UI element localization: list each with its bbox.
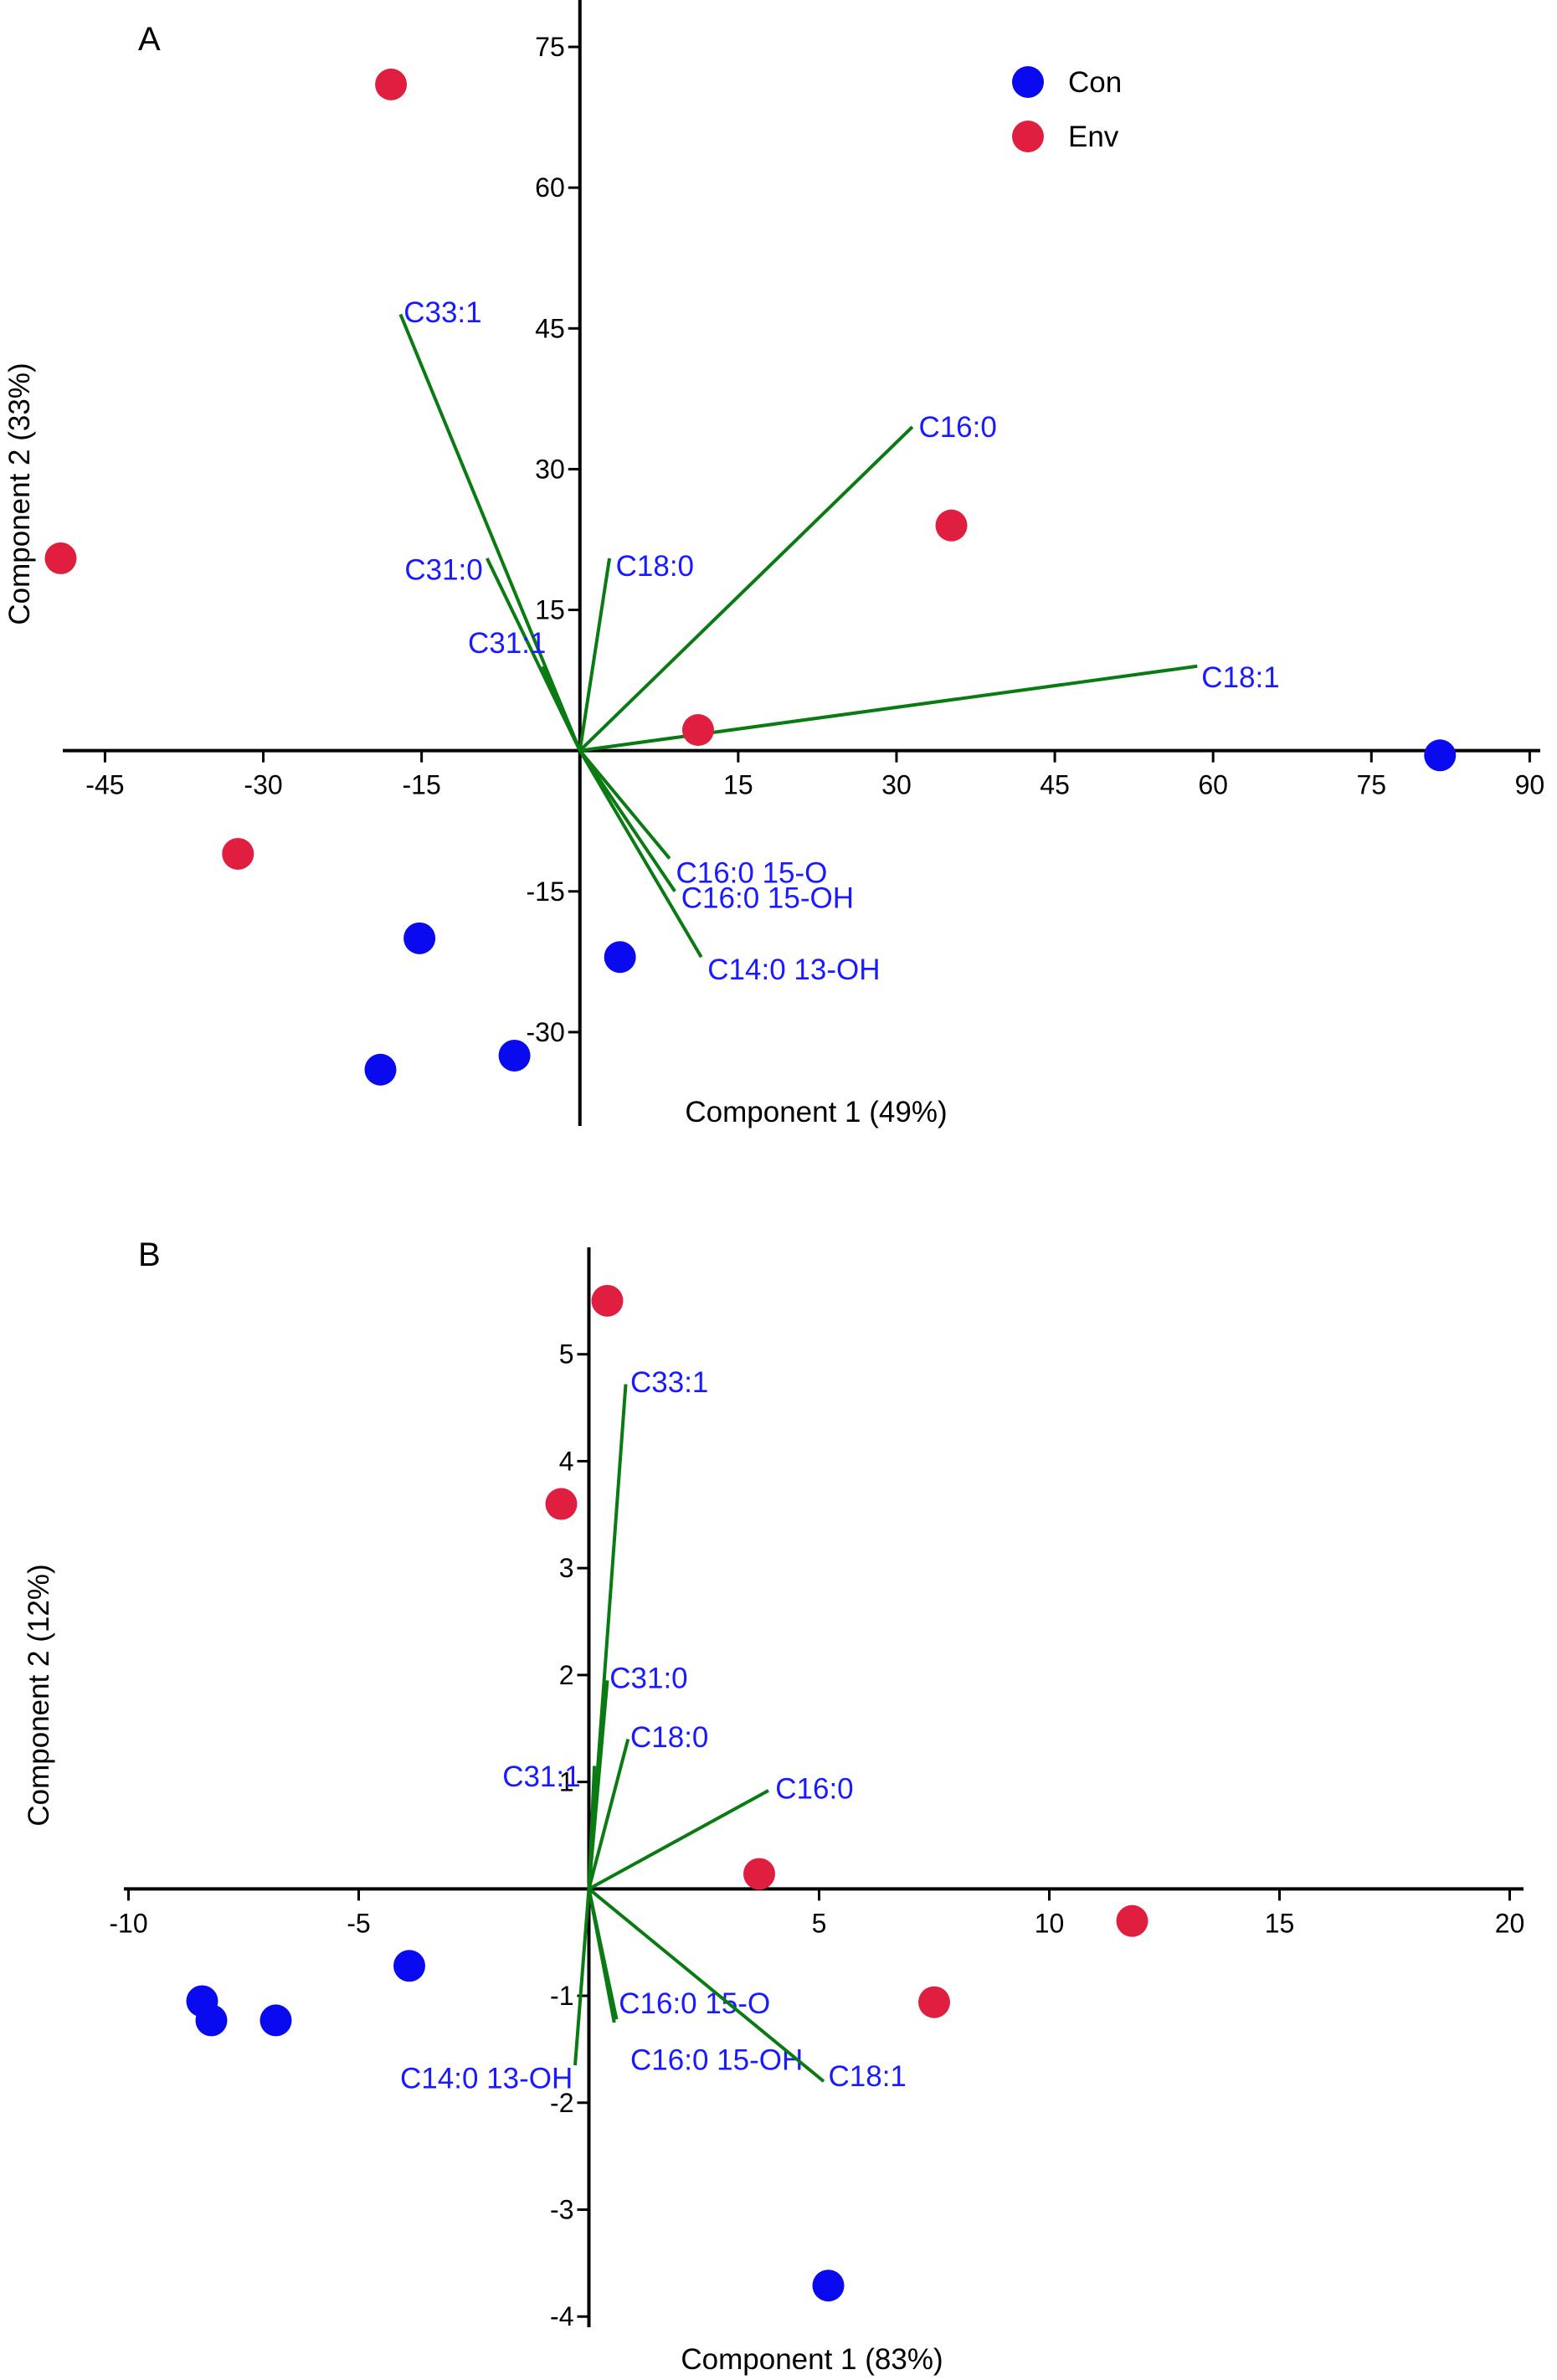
point-con [604,941,636,974]
point-env [743,1858,775,1890]
point-con [1424,739,1457,772]
x-tick-label: -45 [85,770,124,800]
loading-label-c16-0-15-o: C16:0 15-O [619,1987,770,2020]
loading-vector-c18-0 [587,1739,630,1889]
loading-label-c18-1: C18:1 [1201,661,1279,694]
legend-label-con: Con [1068,66,1122,99]
loading-vector-c16-0 [588,1789,769,1891]
x-axis-title: Component 1 (49%) [685,1096,947,1128]
y-tick-label: -1 [550,1981,573,2011]
y-tick-label: -15 [527,876,565,907]
x-tick-label: 20 [1495,1908,1525,1938]
loading-vector-c31-1 [587,1766,597,1889]
point-con [364,1053,397,1086]
y-tick-label: -3 [550,2195,573,2225]
x-tick-label: 5 [812,1908,827,1938]
x-tick-label: 15 [1265,1908,1295,1938]
y-tick-label: 15 [535,595,565,625]
y-axis-title: Component 2 (33%) [3,362,36,625]
legend-label-env: Env [1068,121,1119,153]
loading-vector-c16-0 [578,425,914,753]
x-tick-label: -30 [244,770,282,800]
loading-vector-c18-1 [579,664,1198,753]
x-tick-label: 75 [1356,770,1386,800]
x-tick-label: 10 [1035,1908,1065,1938]
loading-vector-c16-0-15-oh [578,749,676,892]
loading-label-c33-1: C33:1 [403,296,481,329]
legend-marker-con [1012,66,1044,98]
loading-vector-c16-0-15-oh [587,1888,616,2023]
loading-vector-c14-0-13-oh [573,1889,591,2066]
loading-vector-c14-0-13-oh [578,749,703,959]
y-tick-label: 4 [559,1446,574,1476]
y-tick-label: 30 [535,454,565,484]
point-con [260,2004,292,2037]
y-tick-label: 2 [559,1660,574,1690]
point-env [545,1488,578,1520]
loading-label-c16-0: C16:0 [918,411,996,444]
x-axis-title: Component 1 (83%) [681,2343,943,2376]
loading-vector-c16-0-15-o [578,749,671,860]
loading-vector-c33-1 [398,313,582,752]
loading-label-c31-0: C31:0 [609,1663,687,1695]
point-con [393,1950,425,1982]
y-tick-label: 75 [535,32,565,62]
x-tick-label: 45 [1040,770,1070,800]
loading-label-c18-1: C18:1 [829,2060,907,2093]
x-tick-label: 90 [1515,770,1545,800]
point-con [403,922,436,954]
panel-letter: A [138,21,161,58]
loading-label-c14-0-13-oh: C14:0 13-OH [707,954,880,986]
x-tick-label: -5 [347,1908,370,1938]
point-env [44,542,77,574]
y-axis-title: Component 2 (12%) [23,1564,55,1826]
loading-label-c16-0-15-oh: C16:0 15-OH [630,2044,803,2077]
point-con [195,2004,228,2037]
y-tick-label: -4 [550,2301,573,2331]
point-env [1116,1905,1148,1937]
y-tick-label: 45 [535,313,565,343]
y-tick-label: -2 [550,2088,573,2118]
panel-b: B -10 -5 5 10 15 20 5 4 3 2 1 -1 -2 -3 -4 Component 1 (8… [23,1236,1524,2376]
loading-label-c18-0: C18:0 [630,1721,708,1754]
point-con [812,2269,845,2302]
x-tick-label: 15 [723,770,753,800]
point-env [918,1986,950,2018]
loading-vector-c18-0 [578,558,612,751]
y-tick-label: 5 [559,1339,574,1370]
x-tick-label: 30 [881,770,912,800]
point-env [935,509,968,542]
y-tick-label: 3 [559,1553,574,1583]
x-tick-label: -10 [109,1908,147,1938]
loading-label-c14-0-13-oh: C14:0 13-OH [400,2062,573,2095]
loading-label-c16-0-15-o: C16:0 15-O [676,856,827,889]
y-tick-label: -30 [527,1017,565,1047]
x-tick-label: 60 [1198,770,1228,800]
point-env [222,837,254,870]
panel-a: A -45 -30 -15 15 30 45 60 75 90 75 60 45 30 15 -15 -30 Co… [3,0,1544,1128]
loading-label-c31-0: C31:0 [404,553,482,586]
y-tick-label: 60 [535,172,565,203]
loading-label-c31-1: C31:1 [468,627,546,660]
loading-label-c33-1: C33:1 [630,1366,708,1399]
legend-marker-env [1012,121,1044,152]
y-tick-label: 1 [559,1767,574,1797]
loading-vector-c18-1 [588,1887,825,2083]
loading-label-c31-1: C31:1 [502,1761,580,1793]
x-tick-label: -15 [403,770,441,800]
panel-letter: B [138,1236,161,1273]
point-env [591,1284,624,1317]
point-con [498,1039,531,1072]
loading-vector-c31-1 [541,665,582,752]
loading-label-c18-0: C18:0 [616,550,694,583]
loading-label-c16-0-15-oh: C16:0 15-OH [681,882,854,915]
point-env [681,714,714,747]
point-env [375,68,408,100]
loading-label-c16-0: C16:0 [775,1772,853,1805]
